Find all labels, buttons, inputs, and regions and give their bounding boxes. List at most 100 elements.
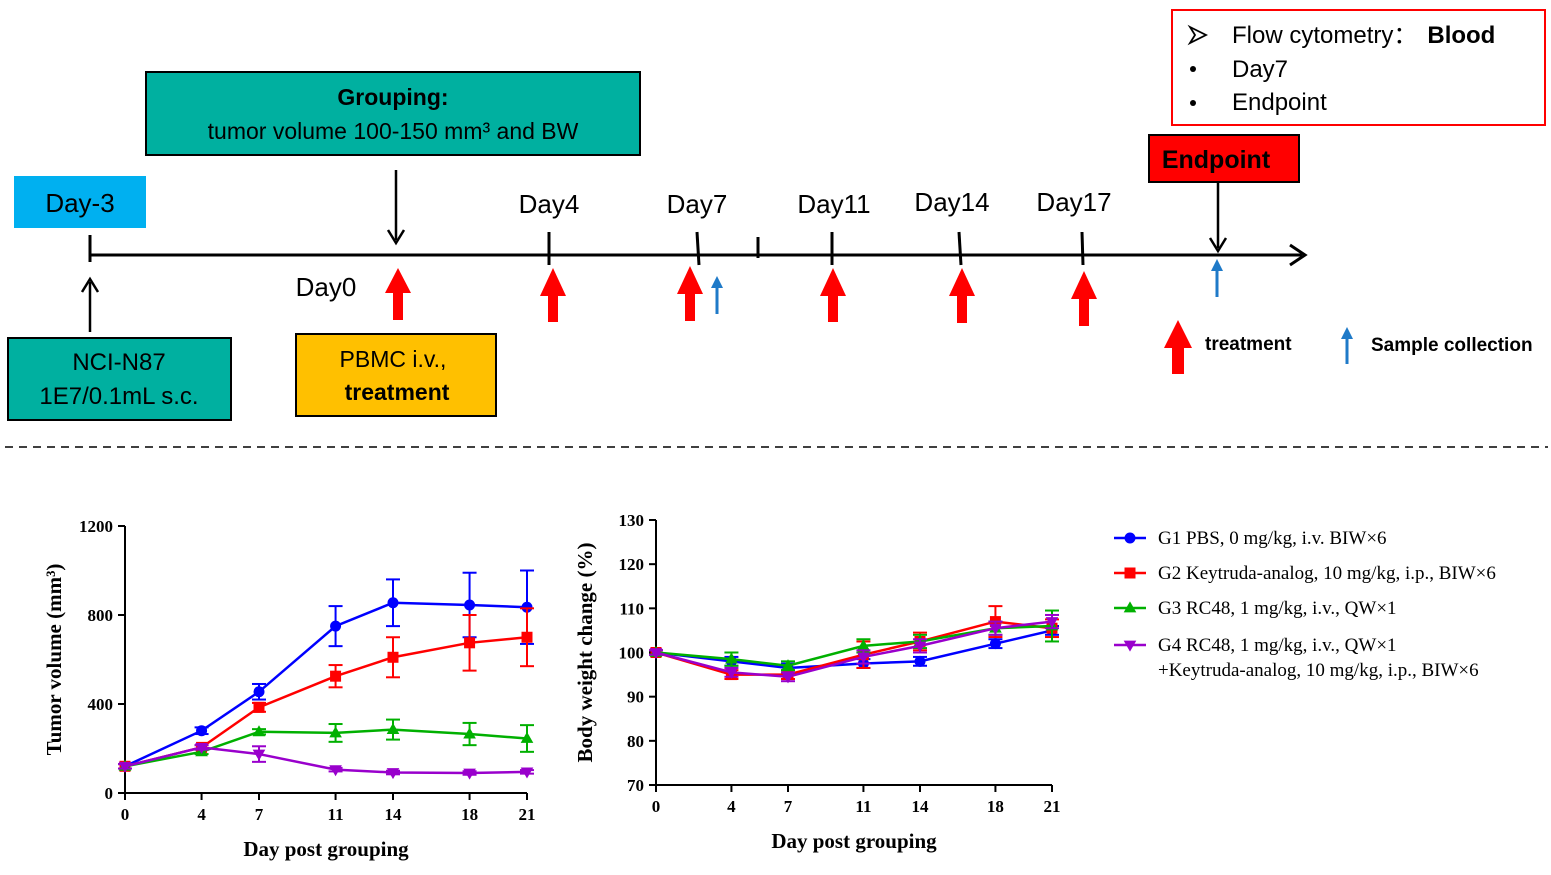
legend-marker: [1123, 640, 1137, 652]
tick-day17: [1080, 231, 1085, 266]
tick-day14: [957, 231, 963, 266]
day17-label: Day17: [1036, 187, 1111, 217]
endpoint-arrow-head: [1208, 237, 1228, 254]
data-point: [520, 767, 534, 779]
x-tick-label: 14: [912, 797, 930, 816]
data-point: [330, 670, 342, 682]
flow-cytometry-title: Flow cytometry： Blood: [1232, 22, 1495, 49]
flow-cytometry-box: [1171, 9, 1546, 126]
data-point: [330, 620, 342, 632]
y-axis-label: Body weight change (%): [573, 543, 597, 763]
data-point: [857, 639, 870, 651]
series-3: [118, 718, 534, 771]
flow-item-endpoint: Endpoint: [1232, 89, 1327, 116]
series-line: [124, 636, 528, 768]
data-point: [329, 726, 342, 738]
legend-item: G2 Keytruda-analog, 10 mg/kg, i.p., BIW×…: [1114, 563, 1496, 584]
day4-label: Day4: [519, 189, 580, 219]
y-tick-label: 0: [105, 784, 114, 803]
data-point: [989, 638, 1001, 650]
sample-arrow-day7-head: [711, 276, 723, 288]
legend-marker: [1123, 601, 1137, 613]
chart-legend: G1 PBS, 0 mg/kg, i.v. BIW×6 G2 Keytruda-a…: [1114, 528, 1496, 681]
x-tick-label: 18: [461, 805, 478, 824]
legend-item: G4 RC48, 1 mg/kg, i.v., QW×1 +Keytruda-an…: [1114, 635, 1479, 681]
data-point: [781, 659, 795, 671]
x-tick-label: 11: [328, 805, 344, 824]
data-point: [118, 761, 132, 773]
data-point: [463, 768, 476, 780]
data-point: [463, 727, 476, 739]
data-point: [520, 731, 534, 743]
inoculation-arrow-head: [80, 276, 100, 293]
data-point: [913, 641, 927, 653]
grouping-text: tumor volume 100-150 mm³ and BW: [208, 118, 579, 144]
y-tick-label: 130: [619, 511, 645, 530]
data-point: [649, 648, 663, 660]
data-point: [387, 597, 399, 609]
legend-label: G3 RC48, 1 mg/kg, i.v., QW×1: [1158, 598, 1397, 619]
day0-label: Day0: [296, 272, 357, 302]
sample-legend-label: Sample collection: [1371, 335, 1533, 356]
data-point: [464, 637, 476, 649]
sample-legend-arrow-head: [1341, 327, 1353, 339]
treatment-legend-label: treatment: [1205, 334, 1292, 355]
treatment-arrow-day11: [820, 268, 846, 322]
data-point: [329, 765, 342, 777]
legend-label: G1 PBS, 0 mg/kg, i.v. BIW×6: [1158, 528, 1387, 549]
x-tick-label: 4: [727, 797, 736, 816]
y-tick-label: 1200: [79, 517, 113, 536]
x-tick-label: 21: [519, 805, 536, 824]
legend-item: G1 PBS, 0 mg/kg, i.v. BIW×6: [1114, 528, 1387, 549]
data-point: [196, 725, 208, 737]
x-tick-label: 4: [197, 805, 206, 824]
data-point: [386, 768, 400, 780]
inoculation-line1: NCI-N87: [72, 349, 165, 376]
x-axis-label: Day post grouping: [243, 837, 409, 861]
x-tick-label: 14: [385, 805, 403, 824]
x-tick-label: 7: [784, 797, 793, 816]
legend-label: G2 Keytruda-analog, 10 mg/kg, i.p., BIW×…: [1158, 563, 1496, 584]
y-tick-label: 120: [619, 555, 645, 574]
bullet-icon: [1190, 66, 1196, 72]
data-point: [989, 623, 1002, 635]
x-tick-label: 0: [121, 805, 130, 824]
day-minus3-label: Day-3: [45, 188, 114, 218]
arrow-bullet-icon: [1187, 24, 1209, 46]
legend-label: G4 RC48, 1 mg/kg, i.v., QW×1: [1158, 635, 1397, 656]
treatment-arrow-day14: [949, 268, 975, 323]
endpoint-box: [1148, 134, 1300, 183]
data-point: [781, 672, 795, 684]
x-tick-label: 0: [652, 797, 661, 816]
legend-label-line2: +Keytruda-analog, 10 mg/kg, i.p., BIW×6: [1158, 660, 1479, 681]
x-tick-label: 11: [855, 797, 871, 816]
treatment-arrow-day0: [385, 268, 411, 320]
data-point: [387, 651, 399, 663]
grouping-box: [145, 71, 641, 156]
body-weight-chart: 70 80 90 100 110 120 130 0 4 7 11 14 18 21 Day post gr…: [573, 511, 1061, 853]
inoculation-line2: 1E7/0.1mL s.c.: [39, 383, 198, 410]
x-tick-label: 21: [1044, 797, 1061, 816]
y-axis-label: Tumor volume (mm³): [42, 564, 66, 756]
y-tick-label: 110: [619, 599, 644, 618]
tick-day7: [695, 231, 701, 266]
treatment-arrows: [385, 266, 1097, 326]
data-point: [521, 601, 533, 613]
flow-item-day7: Day7: [1232, 56, 1288, 83]
endpoint-label: Endpoint: [1162, 146, 1271, 174]
treatment-arrow-day7: [677, 266, 703, 321]
pbmc-line1: PBMC i.v.,: [340, 346, 447, 372]
timeline: Day-3 NCI-N87 1E7/0.1mL s.c. Grouping: t…: [7, 9, 1546, 421]
legend-marker: [1124, 532, 1136, 544]
series-4: [649, 613, 1059, 684]
data-point: [252, 725, 266, 737]
treatment-arrow-day17: [1071, 271, 1097, 326]
x-tick-label: 18: [987, 797, 1004, 816]
grouping-title: Grouping:: [337, 84, 448, 110]
day14-label: Day14: [914, 187, 989, 217]
y-tick-label: 800: [88, 606, 114, 625]
data-point: [464, 599, 476, 611]
pbmc-box: [295, 333, 497, 417]
y-tick-label: 90: [627, 688, 644, 707]
